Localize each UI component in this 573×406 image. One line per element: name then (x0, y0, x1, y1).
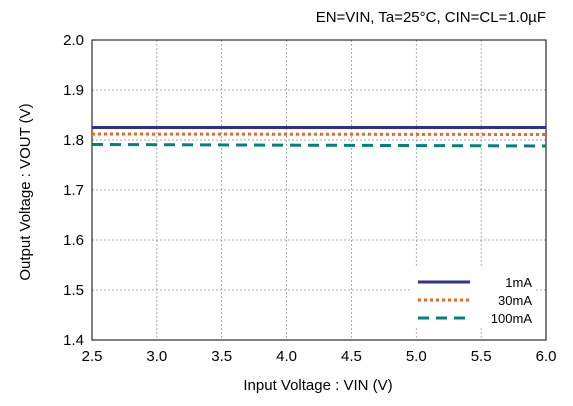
x-tick-label: 2.5 (82, 348, 103, 365)
legend-label: 100mA (491, 311, 533, 326)
tick-labels: 2.5 3.0 3.5 4.0 4.5 5.0 5.5 6.0 2.0 1.9 1.8 1.7 1.6 1… (63, 32, 556, 365)
legend-label: 1mA (505, 275, 532, 290)
series-layer (91, 126, 547, 148)
x-tick-label: 4.5 (341, 348, 362, 365)
plot-frame (91, 39, 547, 341)
x-tick-label: 6.0 (536, 348, 557, 365)
y-tick-label: 1.8 (63, 132, 84, 149)
measurement-conditions: EN=VIN, Ta=25°C, CIN=CL=1.0µF (316, 9, 546, 26)
x-axis-title: Input Voltage : VIN (V) (243, 377, 392, 394)
x-tick-label: 4.0 (276, 348, 297, 365)
x-tick-label: 5.5 (471, 348, 492, 365)
y-tick-label: 1.5 (63, 282, 84, 299)
y-axis-title: Output Voltage : VOUT (V) (17, 103, 34, 280)
x-tick-label: 5.0 (406, 348, 427, 365)
x-tick-label: 3.5 (211, 348, 232, 365)
series-line-100mA (91, 143, 547, 148)
series-line-30mA (91, 132, 547, 136)
gridlines (92, 40, 546, 340)
legend: 1mA 30mA 100mA (412, 268, 534, 326)
y-tick-label: 1.6 (63, 232, 84, 249)
y-tick-label: 2.0 (63, 32, 84, 49)
legend-label: 30mA (498, 293, 532, 308)
x-tick-label: 3.0 (146, 348, 167, 365)
y-tick-label: 1.4 (63, 332, 84, 349)
y-tick-label: 1.7 (63, 182, 84, 199)
legend-box (412, 268, 534, 326)
y-tick-label: 1.9 (63, 82, 84, 99)
